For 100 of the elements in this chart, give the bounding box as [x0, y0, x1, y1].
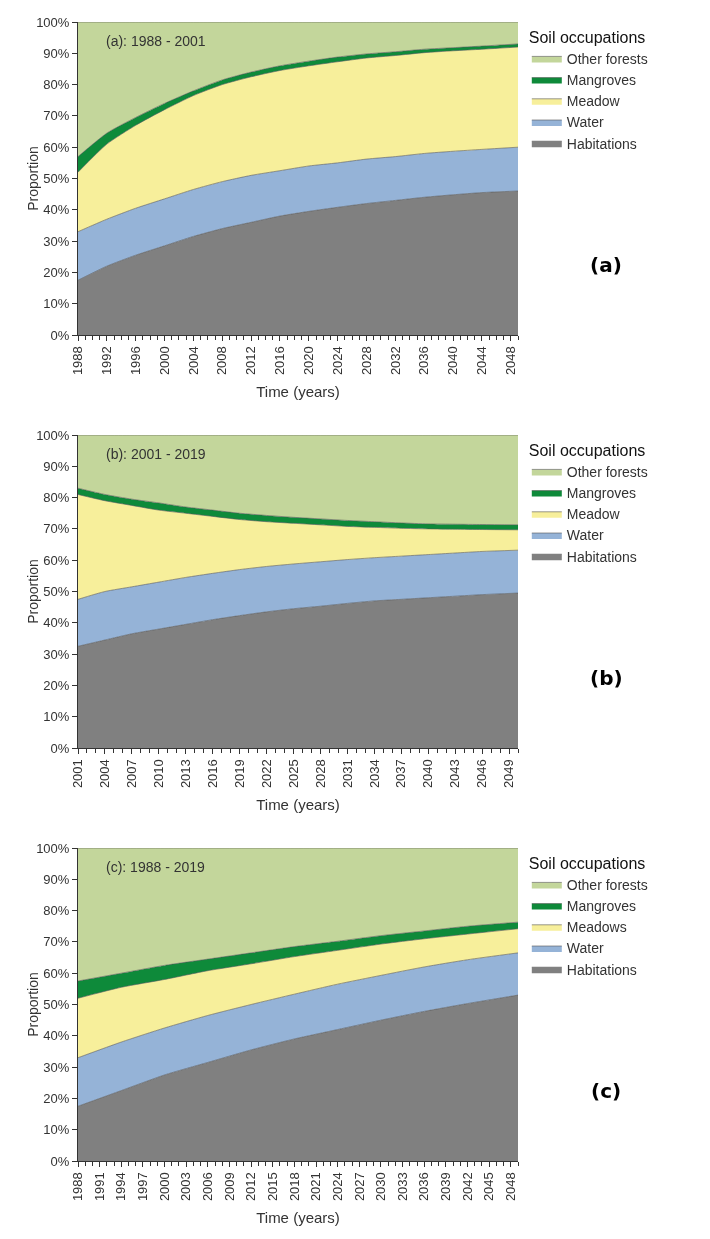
annotation: (b): 2001 - 2019	[106, 446, 206, 462]
y-tick-label: 10%	[43, 709, 70, 725]
legend-title: Soil occupations	[528, 28, 646, 46]
annotation: (c): 1988 - 2019	[106, 859, 206, 875]
legend-label: Habitations	[566, 548, 637, 565]
legend-label: Meadow	[566, 93, 621, 110]
legend-label: Habitations	[566, 135, 637, 152]
text: (c)	[591, 1079, 622, 1103]
y-tick-label: 70%	[43, 934, 70, 950]
y-tick-label: 20%	[43, 264, 70, 280]
y-tick-label: 90%	[43, 45, 70, 61]
x-tick-label: 2042	[459, 1172, 475, 1202]
y-axis-title: Proportion	[25, 972, 42, 1037]
y-tick-label: 30%	[43, 233, 70, 249]
x-tick-label: 2016	[272, 346, 288, 376]
x-tick-label: 2024	[329, 1172, 345, 1202]
y-tick-label: 10%	[43, 1122, 70, 1138]
x-tick-label: 2040	[445, 346, 461, 376]
x-tick-label: 2037	[393, 759, 409, 789]
y-tick-label: 100%	[36, 14, 70, 30]
y-tick-label: 90%	[43, 871, 70, 887]
x-tick-label: 2031	[339, 759, 355, 789]
y-tick-label: 100%	[36, 840, 70, 856]
x-tick-label: 2006	[200, 1172, 216, 1202]
x-tick-label: 2025	[285, 759, 301, 789]
x-tick-label: 2020	[301, 346, 317, 376]
text: (b)	[590, 666, 623, 690]
y-tick-label: 90%	[43, 458, 70, 474]
y-tick-label: 40%	[43, 615, 70, 631]
x-tick-label: 2007	[124, 759, 140, 789]
y-tick-label: 20%	[43, 677, 70, 693]
x-tick-label: 2012	[243, 1172, 259, 1202]
y-tick-label: 60%	[43, 139, 70, 155]
x-tick-label: 2033	[394, 1172, 410, 1202]
y-tick-label: 30%	[43, 646, 70, 662]
legend-label: Mangroves	[566, 485, 637, 502]
y-tick-label: 80%	[43, 490, 70, 506]
x-tick-label: 2039	[438, 1172, 454, 1202]
legend-label: Meadows	[566, 919, 627, 936]
y-tick-label: 0%	[50, 740, 70, 756]
x-tick-label: 2044	[474, 346, 490, 376]
y-tick-label: 10%	[43, 296, 70, 312]
x-tick-label: 2008	[214, 346, 230, 376]
x-tick-label: 2046	[474, 759, 490, 789]
x-tick-label: 2043	[447, 759, 463, 789]
y-tick-label: 50%	[43, 171, 70, 187]
x-tick-label: 2012	[243, 346, 259, 376]
x-tick-label: 1988	[70, 346, 86, 376]
x-tick-label: 2028	[312, 759, 328, 789]
x-tick-label: 2045	[481, 1172, 497, 1202]
x-tick-label: 2010	[151, 759, 167, 789]
x-axis-title: Time (years)	[256, 1209, 340, 1227]
legend-title: Soil occupations	[528, 854, 646, 872]
x-tick-label: 2001	[70, 759, 86, 789]
text: (a)	[590, 253, 622, 277]
x-axis-title: Time (years)	[256, 796, 340, 814]
x-tick-label: 1988	[70, 1172, 86, 1202]
y-tick-label: 50%	[43, 997, 70, 1013]
x-tick-label: 2034	[366, 759, 382, 789]
y-tick-label: 0%	[50, 327, 70, 343]
x-tick-label: 2016	[204, 759, 220, 789]
x-tick-label: 1991	[91, 1172, 107, 1202]
x-tick-label: 2015	[264, 1172, 280, 1202]
x-tick-label: 2013	[177, 759, 193, 789]
y-tick-label: 70%	[43, 108, 70, 124]
y-tick-label: 30%	[43, 1059, 70, 1075]
legend-label: Water	[566, 527, 604, 544]
x-tick-label: 2036	[416, 346, 432, 376]
legend-title: Soil occupations	[528, 441, 646, 459]
legend-label: Other forests	[566, 50, 648, 67]
x-tick-label: 2000	[156, 1172, 172, 1202]
x-tick-label: 2004	[97, 759, 113, 789]
x-tick-label: 1992	[99, 346, 115, 376]
legend-label: Mangroves	[566, 898, 637, 915]
x-tick-label: 2032	[387, 346, 403, 376]
x-tick-label: 2004	[185, 346, 201, 376]
legend-label: Water	[566, 940, 604, 957]
x-tick-label: 2022	[258, 759, 274, 789]
x-tick-label: 2030	[373, 1172, 389, 1202]
x-tick-label: 2048	[503, 1172, 519, 1202]
x-tick-label: 2048	[503, 346, 519, 376]
y-tick-label: 40%	[43, 1028, 70, 1044]
x-tick-label: 2036	[416, 1172, 432, 1202]
x-tick-label: 2024	[329, 346, 345, 376]
y-tick-label: 80%	[43, 903, 70, 919]
x-tick-label: 2027	[351, 1172, 367, 1202]
legend-label: Mangroves	[566, 72, 637, 89]
y-tick-label: 50%	[43, 584, 70, 600]
y-tick-label: 0%	[50, 1153, 70, 1169]
x-tick-label: 1997	[135, 1172, 151, 1202]
y-tick-label: 20%	[43, 1090, 70, 1106]
x-tick-label: 1994	[113, 1172, 129, 1202]
legend-label: Water	[566, 114, 604, 131]
x-tick-label: 2021	[308, 1172, 324, 1202]
x-tick-label: 2009	[221, 1172, 237, 1202]
x-tick-label: 2003	[178, 1172, 194, 1202]
x-tick-label: 2028	[358, 346, 374, 376]
x-tick-label: 1996	[127, 346, 143, 376]
y-tick-label: 100%	[36, 427, 70, 443]
y-tick-label: 60%	[43, 965, 70, 981]
